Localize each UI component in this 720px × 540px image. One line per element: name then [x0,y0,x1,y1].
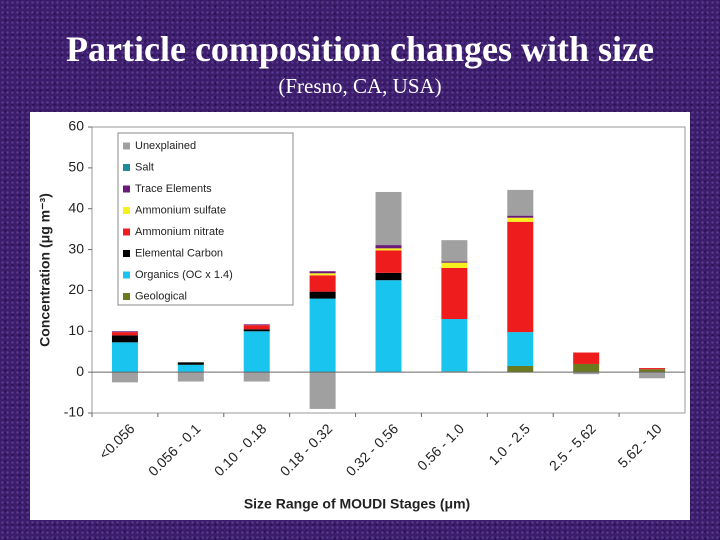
bar-segment [639,368,666,370]
legend-label: Organics (OC x 1.4) [135,269,233,281]
legend-swatch [123,207,130,214]
y-tick-label: 50 [68,159,84,175]
bar-segment [243,324,270,326]
bar-segment [177,362,204,365]
legend-swatch [123,164,130,171]
y-tick-label: 20 [68,281,84,297]
legend-swatch [123,228,130,236]
bar-segment [441,240,468,262]
bar-segment [111,372,138,383]
bar-segment [639,372,666,379]
bar-segment [507,215,534,218]
bar-segment [375,272,402,281]
x-axis-label: Size Range of MOUDI Stages (μm) [244,496,470,512]
bar-segment [441,262,468,268]
bar-segment [111,332,138,336]
bar-segment [111,335,138,343]
legend-label: Geological [135,290,187,302]
bar-segment [375,245,402,249]
legend-swatch [123,293,130,300]
bar-segment [573,352,600,364]
bar-segment [375,280,402,373]
chart: Size Range of MOUDI Stages (μm) Concentr… [30,112,690,520]
bar-segment [243,325,270,330]
bar-segment [309,298,336,373]
legend-swatch [123,271,130,279]
bar-segment [573,372,600,375]
y-tick-label: 0 [76,363,84,379]
bar-segment [507,332,534,367]
bar-segment [177,364,204,373]
legend-label: Trace Elements [135,183,212,195]
bar-segment [639,369,666,373]
slide-title: Particle composition changes with size [66,29,654,69]
bar-segment [375,191,402,246]
bar-segment [375,250,402,273]
bar-segment [507,366,534,373]
bar-segment [441,261,468,263]
bar-segment [507,221,534,333]
y-axis-label: Concentration (μg m⁻³) [37,193,53,347]
legend-label: Ammonium nitrate [135,226,224,238]
bar-segment [243,331,270,373]
legend-swatch [123,142,130,150]
bar-segment [309,275,336,292]
plot-frame [91,126,686,414]
bar-segment [177,372,204,382]
y-tick-label: 40 [68,199,84,215]
y-tick-label: 10 [68,322,84,338]
slide-subtitle: (Fresno, CA, USA) [278,74,442,98]
legend-label: Unexplained [135,140,196,152]
legend-swatch [123,250,130,257]
bar-segment [309,372,336,409]
bar-segment [309,271,336,274]
bar-segment [573,363,600,373]
bar-segment [111,331,138,333]
legend-label: Ammonium sulfate [135,204,226,216]
legend-label: Salt [135,161,154,173]
bar-segment [375,248,402,251]
bar-segment [309,291,336,299]
y-tick-label: 60 [68,118,84,134]
bar-segment [309,273,336,276]
bar-segment [243,329,270,332]
legend-swatch [123,185,130,193]
bar-segment [507,217,534,222]
y-tick-label: 30 [68,240,84,256]
bar-segment [441,267,468,320]
y-tick-label: -10 [64,404,84,420]
bar-segment [507,189,534,216]
bar-segment [111,342,138,373]
bar-segment [243,372,270,382]
legend-box [117,132,294,306]
bar-segment [441,319,468,372]
legend-label: Elemental Carbon [135,247,223,259]
